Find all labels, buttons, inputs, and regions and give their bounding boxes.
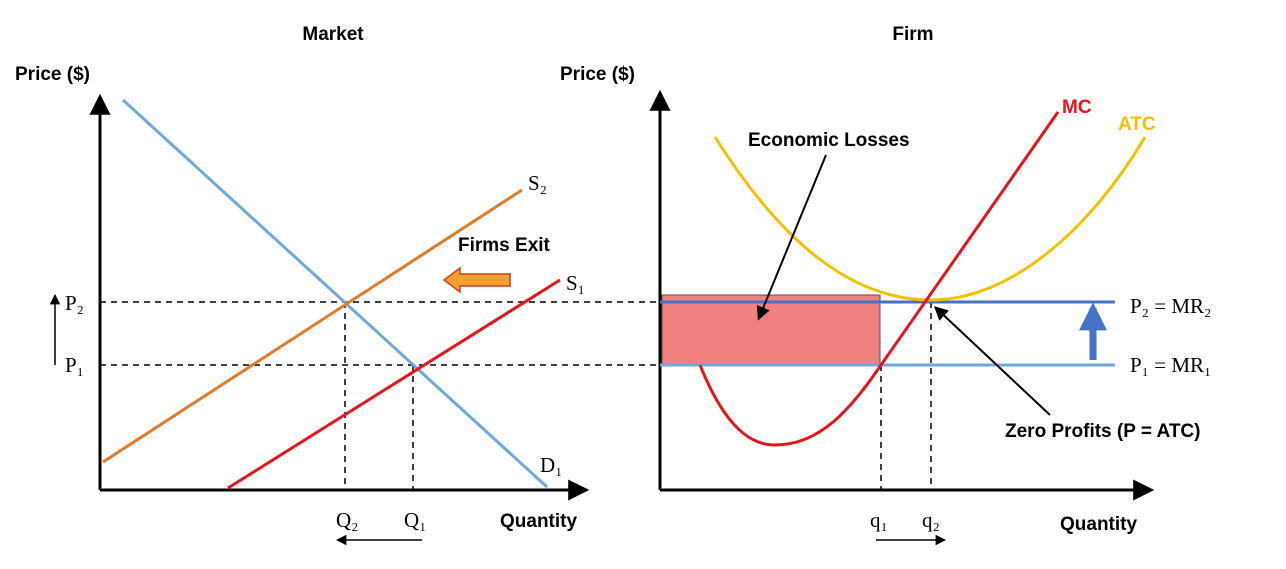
exit-arrow (442, 266, 511, 294)
curve-label: ATC (1118, 114, 1156, 135)
x-axis-label: Quantity (1060, 514, 1137, 535)
supply-curve-1 (227, 278, 561, 490)
supply-curve-2 (102, 188, 523, 464)
price-label: P₂ (65, 291, 84, 315)
y-axis-label: Price ($) (560, 64, 635, 85)
quantity-label: q₂ (922, 508, 940, 532)
quantity-label: Q₂ (336, 508, 359, 532)
guide-lines (880, 302, 932, 490)
atc-curve (713, 136, 1147, 302)
x-axis-label: Quantity (500, 511, 577, 532)
annotation-arrow (933, 306, 1051, 416)
demand-curve (121, 98, 549, 489)
quantity-label: Q₁ (404, 508, 427, 532)
quantity-label: q₁ (870, 508, 888, 532)
curve-label: D₁ (540, 453, 563, 477)
curve-label: S₂ (528, 171, 547, 195)
annotation: Zero Profits (P = ATC) (1005, 421, 1200, 442)
annotation: Firms Exit (458, 235, 551, 256)
loss-area (661, 294, 881, 366)
price-line-label: P₁ = MR₁ (1130, 353, 1211, 377)
mc-curve (698, 111, 1060, 447)
annotation: Economic Losses (748, 130, 910, 151)
guide-lines (100, 301, 660, 490)
annotation-arrow (756, 154, 827, 321)
panel-title: Firm (892, 24, 933, 45)
panel-title: Market (302, 24, 364, 45)
curve-label: S₁ (566, 271, 585, 295)
price-label: P₁ (65, 353, 84, 377)
price-line-label: P₂ = MR₂ (1130, 294, 1211, 318)
curve-label: MC (1062, 97, 1092, 118)
y-axis-label: Price ($) (15, 64, 90, 85)
